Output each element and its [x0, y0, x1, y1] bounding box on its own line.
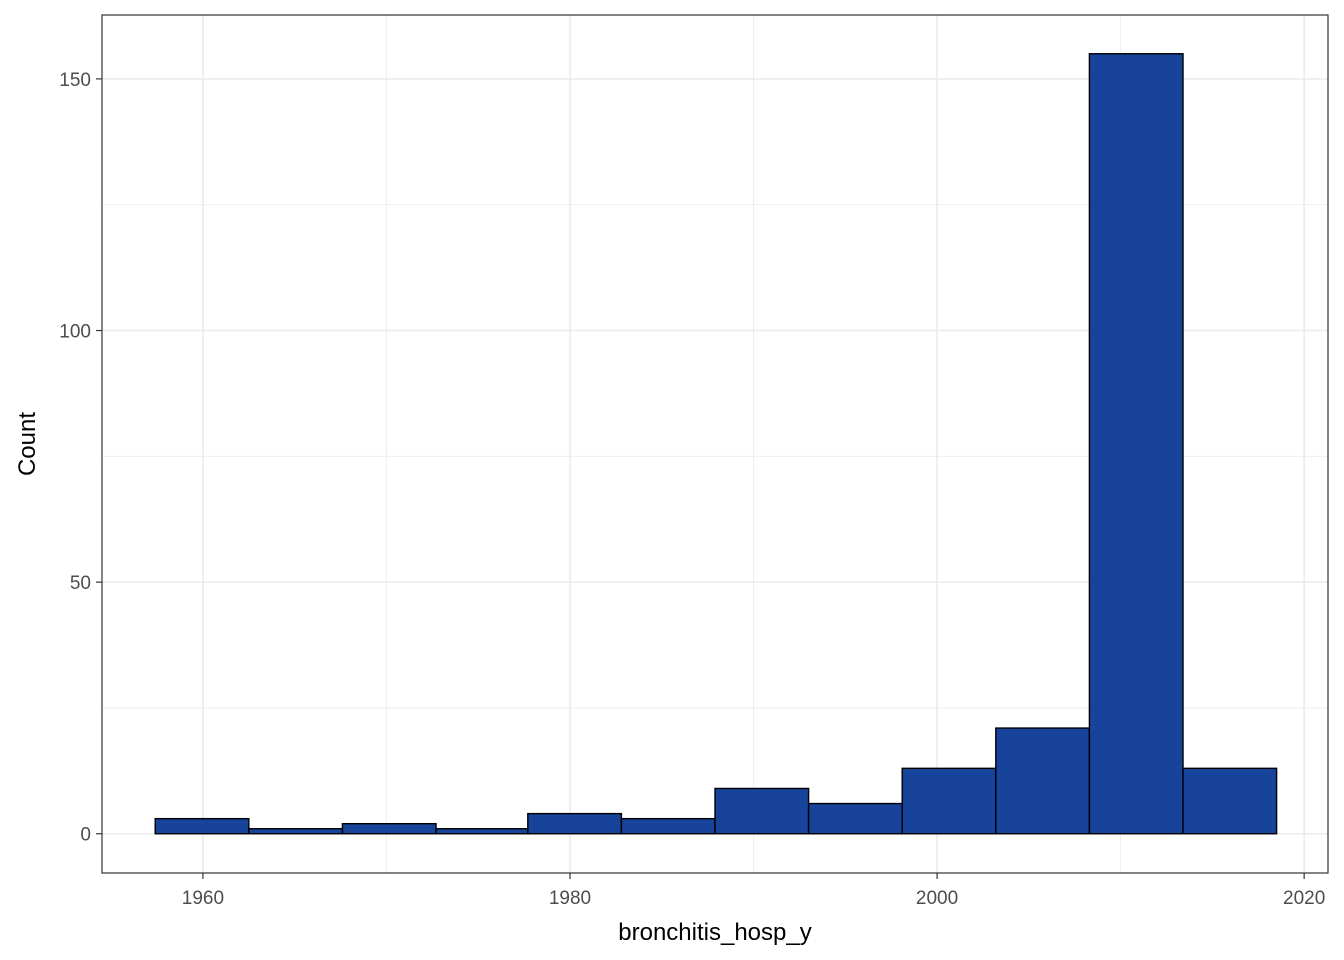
x-axis-title: bronchitis_hosp_y — [618, 919, 811, 946]
y-tick-label: 150 — [59, 70, 91, 91]
histogram-bar — [995, 727, 1091, 835]
histogram-bar — [248, 828, 344, 835]
histogram-bars — [154, 53, 1278, 835]
x-tick-label: 1980 — [549, 888, 591, 909]
y-axis-title: Count — [14, 412, 41, 476]
histogram-bar — [1088, 53, 1184, 835]
y-tick-labels: 0 50 100 150 — [59, 70, 91, 846]
panel-border — [101, 14, 1329, 874]
x-tick-label: 2000 — [916, 888, 958, 909]
y-tick-label: 50 — [70, 573, 91, 594]
histogram-bar — [620, 817, 716, 835]
histogram-bar — [807, 802, 903, 835]
x-tick-label: 2020 — [1283, 888, 1325, 909]
histogram-bar — [527, 812, 623, 835]
histogram-bar — [341, 822, 437, 835]
y-tick-label: 0 — [80, 825, 91, 846]
axis-ticks — [96, 78, 1305, 879]
x-tick-label: 1960 — [182, 888, 224, 909]
histogram-bar — [901, 767, 997, 835]
histogram-bar — [154, 817, 250, 835]
histogram-bar — [1182, 767, 1278, 835]
x-tick-labels: 1960 1980 2000 2020 — [182, 888, 1325, 909]
histogram-bar — [714, 787, 810, 835]
y-tick-label: 100 — [59, 322, 91, 343]
histogram-bar — [435, 828, 529, 835]
